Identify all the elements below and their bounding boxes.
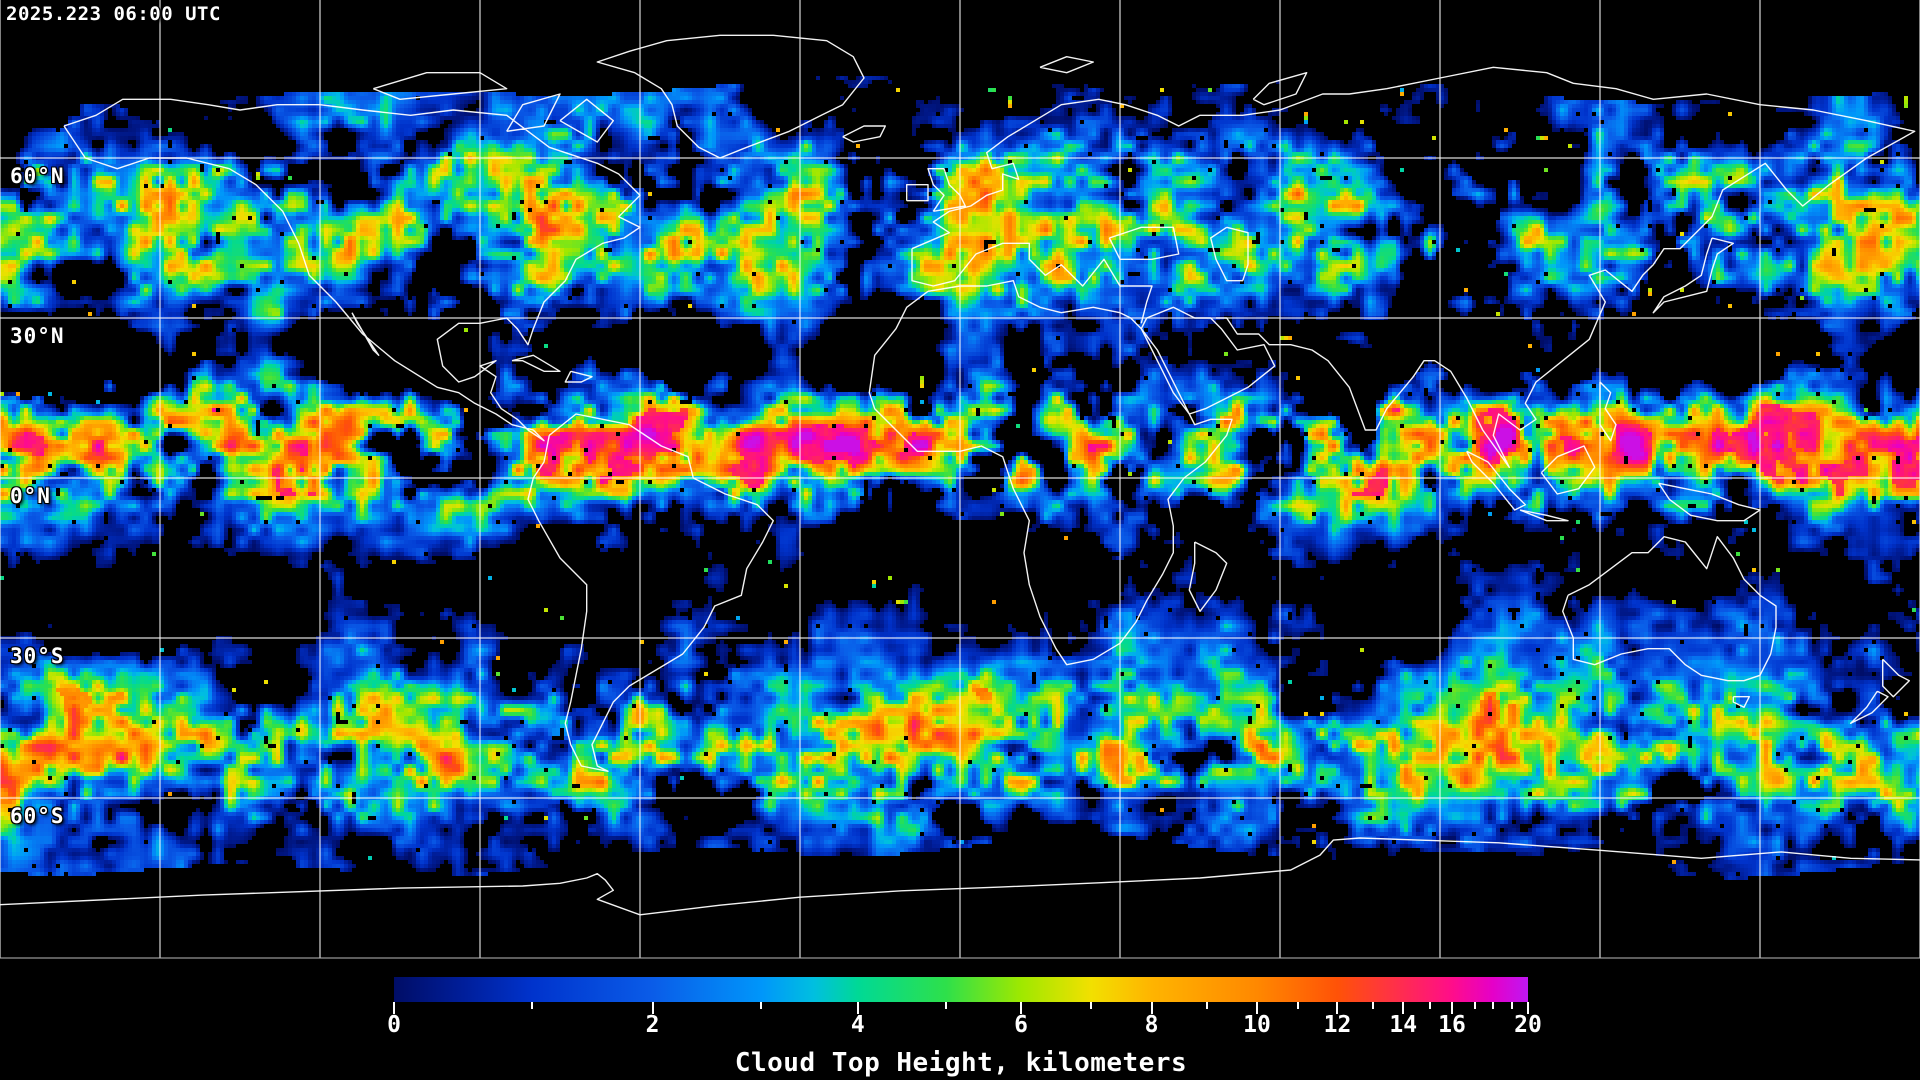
coastline-path xyxy=(0,34,1920,916)
colorbar-tick xyxy=(1206,1002,1209,1009)
colorbar-caption: Cloud Top Height, kilometers xyxy=(734,1048,1188,1078)
colorbar-tick xyxy=(1527,1002,1529,1014)
colorbar-tick-label: 4 xyxy=(850,1012,865,1038)
colorbar-tick-label: 10 xyxy=(1243,1012,1271,1038)
colorbar-tick xyxy=(1296,1002,1299,1009)
colorbar-tick xyxy=(1090,1002,1093,1009)
timestamp: 2025.223 06:00 UTC xyxy=(6,3,221,25)
colorbar-tick xyxy=(1371,1002,1374,1009)
colorbar-tick xyxy=(1451,1002,1454,1014)
colorbar-tick-label: 0 xyxy=(387,1012,401,1038)
colorbar-tick xyxy=(1491,1002,1494,1009)
colorbar-tick xyxy=(1150,1002,1153,1014)
colorbar-tick xyxy=(1511,1002,1514,1009)
colorbar-tick xyxy=(760,1002,763,1009)
lat-label-30n: 30°N xyxy=(10,324,65,348)
colorbar-tick xyxy=(856,1002,859,1014)
lat-label-0n: 0°N xyxy=(10,484,51,508)
colorbar-tick xyxy=(1402,1002,1405,1014)
lat-label-60n: 60°N xyxy=(10,164,65,188)
colorbar-tick-label: 8 xyxy=(1144,1012,1159,1038)
colorbar-tick-label: 12 xyxy=(1323,1012,1352,1038)
colorbar-gradient xyxy=(394,977,1528,1002)
graticule-grid xyxy=(0,0,1920,959)
colorbar-tick xyxy=(1429,1002,1432,1009)
colorbar-tick xyxy=(531,1002,534,1009)
colorbar-tick xyxy=(1020,1002,1023,1014)
colorbar-tick-label: 2 xyxy=(645,1012,660,1038)
colorbar-tick-label: 20 xyxy=(1514,1012,1542,1038)
lat-label-30s: 30°S xyxy=(10,644,65,668)
colorbar-tick xyxy=(1473,1002,1476,1009)
colorbar-tick xyxy=(1336,1002,1339,1014)
colorbar-tick xyxy=(1255,1002,1258,1014)
colorbar-tick xyxy=(393,1002,395,1014)
coastlines xyxy=(0,34,1920,916)
lat-label-60s: 60°S xyxy=(10,804,65,828)
colorbar-tick-label: 6 xyxy=(1014,1012,1029,1038)
colorbar-tick xyxy=(945,1002,948,1009)
colorbar-tick xyxy=(651,1002,654,1014)
colorbar-tick-label: 16 xyxy=(1438,1012,1466,1038)
colorbar-tick-label: 14 xyxy=(1389,1012,1418,1038)
